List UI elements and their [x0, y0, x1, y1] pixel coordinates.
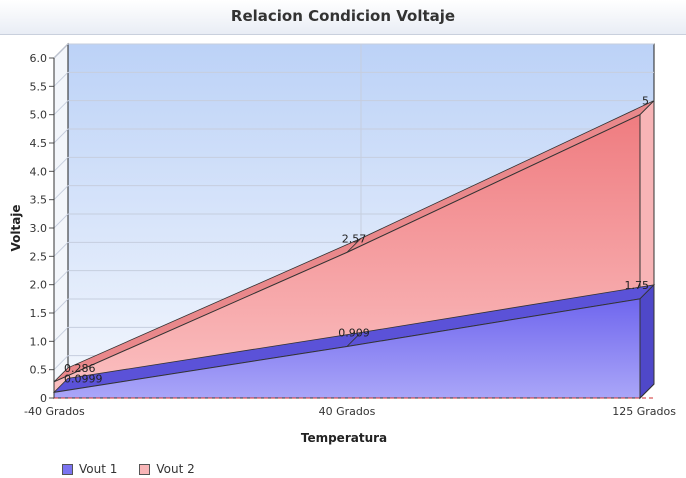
chart-title-bar: Relacion Condicion Voltaje: [0, 0, 686, 35]
grid-depth-y-8: [53, 156, 69, 172]
y-tick-label-0: 0: [40, 392, 47, 405]
y-tick-label-7: 3.5: [30, 194, 48, 207]
y-tick-label-12: 6.0: [30, 52, 48, 65]
grid-depth-y-1: [53, 355, 69, 371]
y-tick-label-2: 1.0: [30, 335, 48, 348]
axes: 0 0.5 1.0 1.5 2.0 2.5 3.0 3.5 4.0 4.5 5.0 5.5 6.0 -40…: [24, 52, 676, 418]
grid-depth-y-7: [53, 185, 69, 201]
x-tick-label-0: -40 Grados: [24, 405, 85, 418]
data-label-series-1-0: 0.0999: [64, 372, 103, 385]
legend-label-vout-2: Vout 2: [156, 462, 195, 476]
y-tick-label-1: 0.5: [30, 364, 48, 377]
legend-item-vout-2[interactable]: Vout 2: [139, 462, 195, 476]
legend-item-vout-1[interactable]: Vout 1: [62, 462, 117, 476]
data-label-series-2-0: 0.286: [64, 362, 96, 375]
y-tick-label-3: 1.5: [30, 307, 48, 320]
x-tick-label-2: 125 Grados: [612, 405, 676, 418]
y-tick-label-10: 5.0: [30, 109, 48, 122]
series-1-end-cap: [639, 283, 655, 400]
legend-swatch-vout-1: [62, 463, 73, 475]
grid-depth-y-12: [53, 43, 69, 59]
y-axis-title: Voltaje: [9, 204, 23, 251]
y-tick-label-6: 3.0: [30, 222, 48, 235]
data-label-series-2-2: 5: [642, 95, 649, 108]
grid-depth-y-4: [53, 270, 69, 286]
data-label-series-1-1: 0.909: [338, 326, 370, 339]
y-tick-label-4: 2.0: [30, 279, 48, 292]
y-tick-label-5: 2.5: [30, 250, 48, 263]
data-label-series-2-1: 2.57: [342, 232, 367, 245]
grid-depth-y-3: [53, 298, 69, 314]
legend-label-vout-1: Vout 1: [79, 462, 118, 476]
data-labels: 0.0999 0.909 1.75 0.286 2.57 5: [64, 95, 649, 386]
y-tick-label-9: 4.5: [30, 137, 48, 150]
y-tick-label-8: 4.0: [30, 165, 48, 178]
chart-title: Relacion Condicion Voltaje: [230, 7, 456, 25]
legend: Vout 1 Vout 2: [62, 461, 195, 477]
series-areas: [52, 99, 656, 400]
data-label-series-1-2: 1.75: [625, 279, 650, 292]
series-1: [52, 283, 656, 400]
x-tick-label-1: 40 Grados: [319, 405, 376, 418]
grid-depth-y-10: [53, 100, 69, 116]
grid-depth-y-5: [53, 241, 69, 257]
x-axis-title: Temperatura: [301, 431, 387, 445]
grid-depth-y-9: [53, 128, 69, 144]
y-tick-label-11: 5.5: [30, 80, 48, 93]
legend-swatch-vout-2: [139, 463, 151, 475]
grid-depth-y-2: [53, 326, 69, 342]
grid-depth-y-6: [53, 213, 69, 229]
grid-depth-y-11: [53, 71, 69, 87]
